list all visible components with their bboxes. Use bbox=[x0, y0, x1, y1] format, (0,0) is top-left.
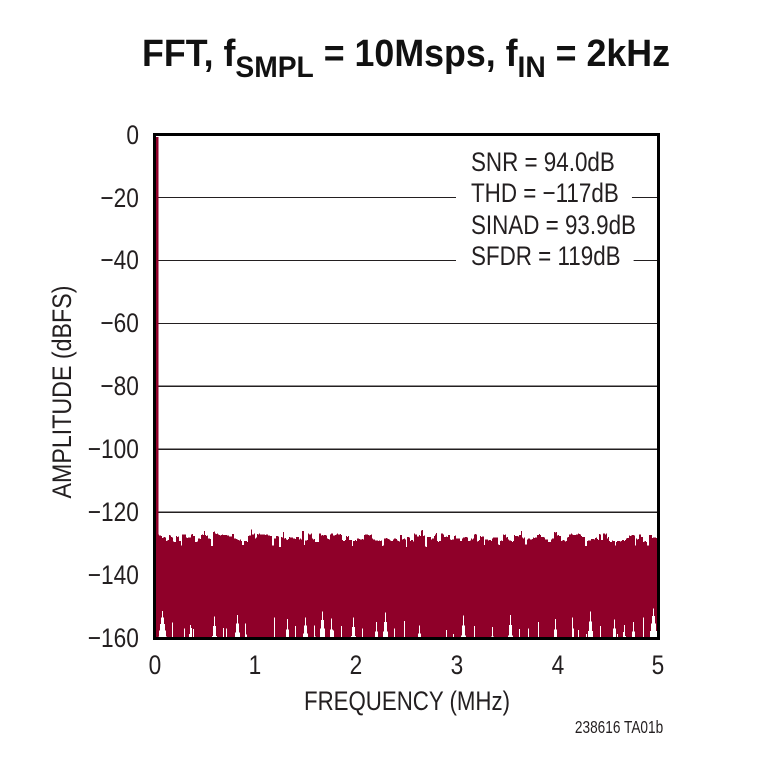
chart-title: FFT, fSMPL = 10Msps, fIN = 2kHz bbox=[142, 33, 670, 83]
x-tick-label: 5 bbox=[652, 650, 665, 680]
y-tick-label: −100 bbox=[87, 434, 139, 465]
y-tick-label: −60 bbox=[100, 308, 139, 339]
annotation-line: SFDR = 119dB bbox=[456, 241, 634, 273]
x-tick-label: 4 bbox=[551, 650, 564, 680]
measurement-annotations: SNR = 94.0dB THD = −117dB SINAD = 93.9dB SF… bbox=[456, 147, 689, 273]
x-axis-title: FREQUENCY (MHz) bbox=[303, 686, 511, 716]
y-tick-label: −20 bbox=[100, 182, 139, 213]
y-tick-label: 0 bbox=[126, 119, 139, 150]
noise-floor-series bbox=[156, 529, 657, 637]
y-tick-label: −80 bbox=[100, 371, 139, 402]
x-tick-label: 0 bbox=[148, 650, 162, 680]
annotation-line: SNR = 94.0dB bbox=[456, 147, 629, 179]
chart-title-subscript: IN bbox=[517, 51, 546, 84]
chart-title-text: FFT, f bbox=[142, 33, 236, 75]
annotation-line: SINAD = 93.9dB bbox=[456, 209, 650, 242]
y-tick-label: −160 bbox=[87, 623, 139, 654]
y-tick-label: −40 bbox=[100, 245, 139, 276]
y-tick-label: −120 bbox=[87, 497, 139, 528]
chart-title-subscript: SMPL bbox=[235, 51, 314, 84]
chart-title-text: = 10Msps, f bbox=[313, 33, 518, 75]
signal-spike bbox=[156, 137, 159, 637]
y-tick-label: −140 bbox=[87, 560, 139, 591]
x-tick-label: 3 bbox=[450, 650, 464, 680]
x-tick-label: 1 bbox=[249, 650, 262, 680]
annotation-line: THD = −117dB bbox=[456, 178, 633, 210]
chart-title-text: = 2kHz bbox=[545, 33, 670, 75]
x-tick-label: 2 bbox=[349, 650, 363, 680]
figure-reference-code: 238616 TA01b bbox=[574, 717, 663, 737]
y-axis-title: AMPLITUDE (dBFS) bbox=[47, 285, 77, 499]
